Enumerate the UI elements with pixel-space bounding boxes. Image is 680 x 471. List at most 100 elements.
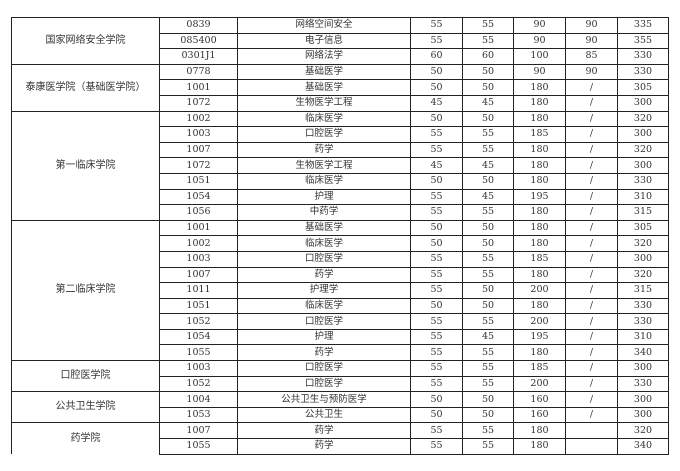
subject2-score: / [565, 297, 618, 315]
subject1-score: 180 [513, 235, 566, 252]
subject2-score: / [565, 110, 618, 128]
politics-score: 45 [410, 157, 463, 174]
major-name: 药学 [237, 438, 411, 455]
major-name: 生物医学工程 [237, 94, 411, 112]
foreign-language-score: 45 [462, 188, 514, 206]
major-code: 1072 [159, 157, 238, 174]
foreign-language-score: 50 [462, 406, 514, 424]
subject1-score: 90 [513, 32, 566, 50]
politics-score: 60 [410, 48, 463, 65]
subject1-score: 180 [513, 79, 566, 96]
total-score: 320 [617, 266, 669, 284]
politics-score: 50 [410, 391, 463, 408]
total-score: 320 [617, 110, 669, 128]
college-name: 公共卫生学院 [11, 391, 160, 424]
total-score: 310 [617, 328, 669, 346]
total-score: 315 [617, 282, 669, 299]
subject1-score: 180 [513, 297, 566, 315]
subject1-score: 180 [513, 219, 566, 237]
table-row: 1003 口腔医学 55 55 185/300 [12, 126, 669, 143]
foreign-language-score: 50 [462, 297, 514, 315]
major-name: 临床医学 [237, 110, 411, 128]
subject1-score: 90 [513, 63, 566, 81]
politics-score: 55 [410, 422, 463, 440]
major-code: 1007 [159, 422, 238, 440]
total-score: 300 [617, 406, 669, 424]
subject2-score: / [565, 188, 618, 206]
total-score: 330 [617, 313, 669, 330]
foreign-language-score: 50 [462, 391, 514, 408]
total-score: 310 [617, 188, 669, 206]
foreign-language-score: 55 [462, 266, 514, 284]
politics-score: 50 [410, 172, 463, 190]
foreign-language-score: 45 [462, 94, 514, 112]
total-score: 300 [617, 360, 669, 377]
subject1-score: 160 [513, 406, 566, 424]
major-name: 网络法学 [237, 48, 411, 65]
subject1-score: 180 [513, 438, 566, 455]
major-code: 1002 [159, 110, 238, 128]
politics-score: 55 [410, 344, 463, 362]
politics-score: 50 [410, 63, 463, 81]
subject2-score: / [565, 94, 618, 112]
major-code: 085400 [159, 32, 238, 50]
subject2-score: / [565, 204, 618, 221]
politics-score: 55 [410, 204, 463, 221]
major-code: 0839 [159, 17, 238, 34]
subject1-score: 100 [513, 48, 566, 65]
table-row: 1001 基础医学 50 50 180/305 [12, 79, 669, 96]
subject1-score: 185 [513, 360, 566, 377]
table-row: 1011 护理学 55 50 200/315 [12, 282, 669, 299]
subject2-score: / [565, 250, 618, 268]
subject2-score: / [565, 79, 618, 96]
major-name: 护理 [237, 328, 411, 346]
total-score: 335 [617, 17, 669, 34]
total-score: 305 [617, 79, 669, 96]
subject1-score: 185 [513, 126, 566, 143]
politics-score: 50 [410, 406, 463, 424]
subject1-score: 180 [513, 266, 566, 284]
foreign-language-score: 55 [462, 204, 514, 221]
major-code: 1004 [159, 391, 238, 408]
politics-score: 55 [410, 282, 463, 299]
subject2-score [565, 438, 618, 455]
major-name: 护理学 [237, 282, 411, 299]
table-row: 1055 药学 55 55 180 340 [12, 438, 669, 455]
subject2-score: / [565, 328, 618, 346]
subject1-score: 200 [513, 282, 566, 299]
subject2-score: / [565, 313, 618, 330]
major-name: 中药学 [237, 204, 411, 221]
foreign-language-score: 55 [462, 32, 514, 50]
total-score: 300 [617, 157, 669, 174]
total-score: 330 [617, 63, 669, 81]
foreign-language-score: 55 [462, 141, 514, 159]
total-score: 315 [617, 204, 669, 221]
subject1-score: 90 [513, 17, 566, 34]
politics-score: 50 [410, 297, 463, 315]
subject2-score: 90 [565, 63, 618, 81]
total-score: 340 [617, 344, 669, 362]
major-code: 1051 [159, 172, 238, 190]
foreign-language-score: 55 [462, 422, 514, 440]
major-name: 公共卫生与预防医学 [237, 391, 411, 408]
subject1-score: 180 [513, 157, 566, 174]
total-score: 300 [617, 94, 669, 112]
subject2-score: / [565, 157, 618, 174]
subject1-score: 185 [513, 250, 566, 268]
major-name: 公共卫生 [237, 406, 411, 424]
politics-score: 55 [410, 360, 463, 377]
major-code: 1054 [159, 188, 238, 206]
subject2-score: / [565, 126, 618, 143]
subject2-score: / [565, 235, 618, 252]
subject2-score: / [565, 360, 618, 377]
foreign-language-score: 50 [462, 235, 514, 252]
foreign-language-score: 55 [462, 375, 514, 393]
major-name: 口腔医学 [237, 313, 411, 330]
foreign-language-score: 60 [462, 48, 514, 65]
total-score: 330 [617, 48, 669, 65]
foreign-language-score: 50 [462, 172, 514, 190]
subject2-score: / [565, 391, 618, 408]
foreign-language-score: 55 [462, 126, 514, 143]
subject1-score: 195 [513, 328, 566, 346]
major-code: 1053 [159, 406, 238, 424]
